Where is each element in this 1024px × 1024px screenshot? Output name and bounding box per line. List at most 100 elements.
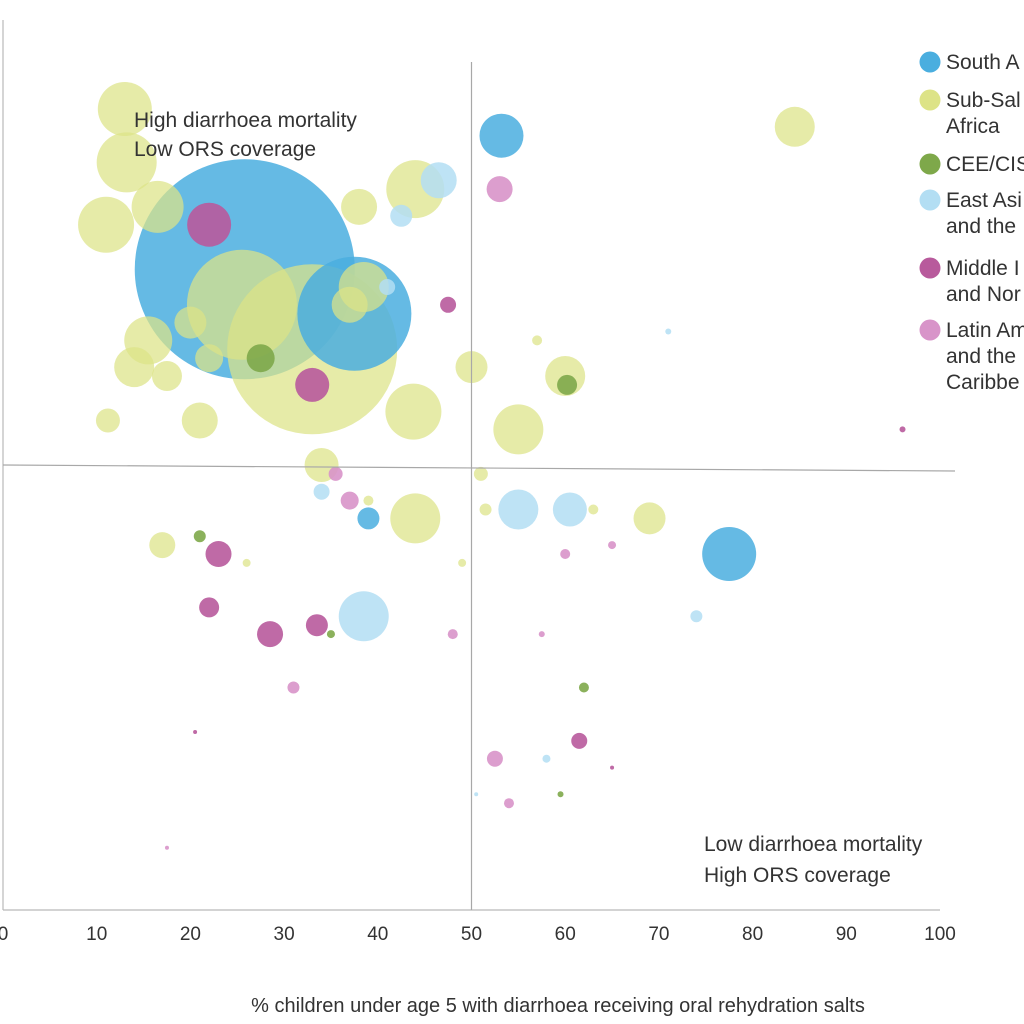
bubble-series-3-point-6: [313, 483, 330, 500]
bubble-series-1-point-24: [633, 502, 666, 535]
bubble-series-3-point-10: [474, 792, 479, 797]
bubble-series-4-point-10: [899, 426, 906, 433]
bubble-series-5-point-0: [486, 176, 513, 203]
bubble-series-1-point-21: [493, 404, 544, 455]
legend-label-5-line-2: Caribbe: [946, 371, 1020, 394]
x-tick-label-20: 20: [180, 924, 201, 945]
bubble-series-1-point-29: [588, 504, 599, 515]
x-tick-label-10: 10: [86, 924, 107, 945]
x-tick-label-90: 90: [836, 924, 857, 945]
bubble-series-4-point-6: [305, 614, 328, 637]
bubble-series-1-point-3: [96, 132, 157, 193]
bubble-series-5-point-4: [447, 629, 458, 640]
x-ticks: 0 10 20 30 40 50 60 70 80 90 100: [0, 924, 956, 945]
bubble-series-1-point-7: [195, 344, 224, 373]
annotation-bottom-right-line1: Low diarrhoea mortality: [704, 833, 923, 856]
bubble-series-4-point-4: [199, 597, 220, 618]
bubble-series-0-point-4: [357, 507, 380, 530]
bubble-series-1-point-25: [149, 532, 176, 559]
bubble-series-2-point-0: [246, 344, 275, 373]
annotation-top-left-line1: High diarrhoea mortality: [134, 109, 357, 132]
bubble-series-1-point-28: [479, 503, 492, 516]
bubble-series-1-point-19: [390, 493, 441, 544]
bubble-series-1-point-11: [95, 408, 120, 433]
bubble-series-1-point-4: [78, 196, 135, 253]
x-tick-label-100: 100: [924, 924, 956, 945]
bubble-series-5-point-2: [340, 491, 359, 510]
legend-label-3-line-1: and the: [946, 215, 1016, 238]
bubble-series-2-point-3: [578, 682, 589, 693]
bubble-series-1-point-26: [532, 335, 543, 346]
annotation-top-left-line2: Low ORS coverage: [134, 138, 316, 161]
bubble-series-5-point-9: [538, 631, 545, 638]
legend-label-2-line-0: CEE/CIS: [946, 153, 1024, 176]
bubble-series-0-point-2: [479, 113, 524, 158]
bubble-series-1-point-1: [186, 249, 297, 360]
bubble-series-3-point-1: [390, 204, 413, 227]
bubble-series-3-point-0: [420, 162, 457, 199]
bubble-series-4-point-7: [571, 732, 588, 749]
legend-label-0-line-0: South A: [946, 51, 1020, 74]
legend-label-5-line-0: Latin Am: [946, 319, 1024, 342]
bubble-series-4-point-5: [257, 621, 284, 648]
bubble-series-1-point-2: [97, 82, 152, 136]
bubble-series-5-point-3: [287, 681, 300, 694]
x-tick-label-50: 50: [461, 924, 482, 945]
bubble-series-1-point-27: [473, 466, 488, 481]
x-tick-label-40: 40: [367, 924, 388, 945]
bubble-series-1-point-12: [131, 180, 184, 233]
annotation-bottom-right-line2: High ORS coverage: [704, 864, 891, 887]
bubble-series-0-point-3: [702, 527, 757, 581]
bubble-series-2-point-5: [557, 791, 564, 798]
x-tick-label-80: 80: [742, 924, 763, 945]
bubbles: [78, 82, 906, 850]
bubble-series-4-point-3: [205, 541, 232, 567]
bubble-series-1-point-18: [385, 383, 442, 440]
bubble-series-1-point-31: [458, 558, 467, 567]
bubble-series-5-point-1: [328, 466, 343, 481]
bubble-series-1-point-9: [151, 361, 182, 391]
legend-swatch-4: [919, 257, 941, 279]
bubble-series-1-point-30: [242, 558, 251, 567]
bubble-series-4-point-1: [295, 367, 330, 402]
legend-label-1-line-0: Sub-Sal: [946, 89, 1021, 112]
x-tick-label-0: 0: [0, 924, 8, 945]
bubble-series-3-point-9: [542, 754, 551, 763]
bubble-series-1-point-6: [174, 306, 207, 339]
x-tick-label-30: 30: [274, 924, 295, 945]
bubble-series-5-point-8: [608, 541, 617, 550]
legend-label-5-line-1: and the: [946, 345, 1016, 368]
bubble-series-3-point-2: [379, 279, 396, 295]
bubble-series-5-point-7: [560, 549, 571, 559]
legend-label-3-line-0: East Asi: [946, 189, 1022, 212]
bubble-series-4-point-0: [187, 202, 232, 247]
bubble-series-3-point-3: [498, 489, 539, 530]
legend-swatch-1: [919, 89, 941, 111]
legend-swatch-5: [919, 319, 941, 341]
bubble-series-1-point-13: [341, 188, 378, 225]
bubble-series-2-point-2: [193, 530, 206, 543]
bubble-series-1-point-32: [363, 495, 374, 506]
bubble-series-1-point-8: [114, 347, 155, 388]
legend-swatch-2: [919, 153, 941, 175]
bubble-series-4-point-8: [193, 730, 198, 734]
bubble-series-4-point-2: [440, 296, 457, 313]
bubble-series-5-point-10: [164, 845, 169, 850]
bubble-series-3-point-4: [552, 492, 587, 527]
legend-label-4-line-1: and Nor: [946, 283, 1021, 306]
reference-overlay: [2, 62, 956, 910]
bubble-series-4-point-9: [610, 765, 615, 770]
bubble-series-3-point-5: [338, 591, 389, 642]
bubble-series-5-point-5: [486, 750, 503, 767]
legend-label-1-line-1: Africa: [946, 115, 1000, 138]
reference-line-horizontal: [2, 464, 956, 472]
bubble-series-2-point-1: [557, 374, 578, 395]
x-axis-label: % children under age 5 with diarrhoea re…: [251, 995, 865, 1017]
legend-swatch-0: [919, 51, 941, 73]
bubble-series-1-point-10: [181, 402, 218, 439]
bubble-series-3-point-8: [665, 328, 672, 335]
x-tick-label-60: 60: [555, 924, 576, 945]
bubble-series-1-point-17: [774, 106, 815, 147]
legend-swatch-3: [919, 189, 941, 211]
